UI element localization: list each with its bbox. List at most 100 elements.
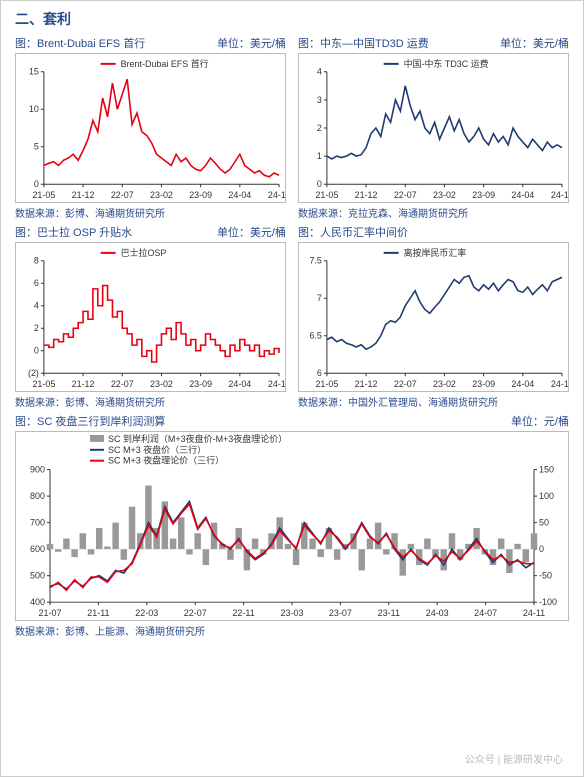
svg-text:3: 3 [317, 95, 322, 105]
svg-text:-50: -50 [539, 571, 552, 581]
svg-text:24-11: 24-11 [551, 190, 568, 200]
svg-text:24-04: 24-04 [511, 190, 534, 200]
svg-text:50: 50 [539, 518, 549, 528]
svg-text:23-11: 23-11 [378, 608, 400, 618]
svg-text:离按岸民币汇率: 离按岸民币汇率 [404, 247, 467, 258]
chart-unit: 单位：美元/桶 [500, 35, 569, 51]
svg-text:23-09: 23-09 [472, 379, 495, 389]
svg-text:22-07: 22-07 [111, 379, 134, 389]
svg-text:24-11: 24-11 [551, 379, 568, 389]
svg-text:700: 700 [30, 518, 45, 528]
svg-text:6: 6 [317, 368, 322, 378]
svg-text:21-05: 21-05 [315, 190, 338, 200]
watermark: 公众号 | 能源研发中心 [465, 751, 563, 766]
svg-text:(2): (2) [28, 368, 39, 378]
svg-text:0: 0 [34, 346, 39, 356]
svg-text:23-03: 23-03 [281, 608, 304, 618]
panel-brent-dubai: 图：Brent-Dubai EFS 首行 单位：美元/桶 0 5 10 15 21-05… [15, 35, 286, 220]
svg-text:100: 100 [539, 491, 554, 501]
chart-title: 图：SC 夜盘三行到岸利润测算 [15, 413, 165, 429]
svg-text:24-04: 24-04 [511, 379, 534, 389]
svg-text:24-04: 24-04 [228, 379, 251, 389]
svg-text:23-02: 23-02 [150, 190, 173, 200]
svg-text:24-03: 24-03 [426, 608, 449, 618]
chart-source: 数据来源：克拉克森、海通期货研究所 [298, 205, 569, 220]
svg-text:500: 500 [30, 571, 45, 581]
svg-text:150: 150 [539, 465, 554, 475]
svg-text:7: 7 [317, 293, 322, 303]
svg-text:中国-中东 TD3C 运费: 中国-中东 TD3C 运费 [404, 58, 489, 69]
svg-text:6.5: 6.5 [309, 331, 321, 341]
svg-text:22-03: 22-03 [135, 608, 158, 618]
svg-text:6: 6 [34, 278, 39, 288]
svg-text:600: 600 [30, 544, 45, 554]
svg-text:22-07: 22-07 [184, 608, 207, 618]
svg-text:24-07: 24-07 [474, 608, 497, 618]
svg-text:21-07: 21-07 [39, 608, 62, 618]
panel-cny: 图：人民币汇率中间价 6 6.5 7 7.5 21-05 21-12 22-07 23-02 2… [298, 224, 569, 409]
chart-cny: 6 6.5 7 7.5 21-05 21-12 22-07 23-02 23-09 24-04 24… [298, 242, 569, 392]
svg-text:22-07: 22-07 [111, 190, 134, 200]
section-title: 二、套利 [15, 9, 569, 29]
svg-text:22-07: 22-07 [394, 379, 417, 389]
svg-text:4: 4 [317, 67, 322, 77]
svg-text:24-11: 24-11 [523, 608, 545, 618]
svg-text:21-12: 21-12 [355, 379, 378, 389]
chart-source: 数据来源：彭博、上能源、海通期货研究所 [15, 623, 569, 638]
svg-text:24-11: 24-11 [268, 379, 285, 389]
svg-text:1: 1 [317, 151, 322, 161]
svg-text:21-12: 21-12 [72, 190, 95, 200]
svg-text:15: 15 [29, 67, 39, 77]
svg-text:巴士拉OSP: 巴士拉OSP [121, 247, 167, 258]
chart-source: 数据来源：彭博、海通期货研究所 [15, 394, 286, 409]
svg-text:23-09: 23-09 [189, 379, 212, 389]
svg-text:23-07: 23-07 [329, 608, 352, 618]
svg-text:23-09: 23-09 [189, 190, 212, 200]
svg-text:24-11: 24-11 [268, 190, 285, 200]
svg-text:23-02: 23-02 [150, 379, 173, 389]
svg-text:8: 8 [34, 256, 39, 266]
chart-basra: (2)0246821-0521-1222-0723-0223-0924-0424… [15, 242, 286, 392]
svg-text:0: 0 [317, 179, 322, 189]
chart-title: 图：人民币汇率中间价 [298, 224, 408, 240]
chart-title: 图：Brent-Dubai EFS 首行 [15, 35, 145, 51]
svg-text:800: 800 [30, 491, 45, 501]
svg-text:Brent-Dubai EFS 首行: Brent-Dubai EFS 首行 [121, 58, 209, 69]
svg-text:22-11: 22-11 [232, 608, 254, 618]
svg-text:7.5: 7.5 [309, 256, 321, 266]
svg-text:5: 5 [34, 142, 39, 152]
chart-unit: 单位：元/桶 [511, 413, 569, 429]
svg-text:10: 10 [29, 104, 39, 114]
svg-text:SC M+3 夜盘价（三行）: SC M+3 夜盘价（三行） [108, 444, 206, 455]
svg-text:400: 400 [30, 597, 45, 607]
svg-text:21-05: 21-05 [315, 379, 338, 389]
panel-sc: 图：SC 夜盘三行到岸利润测算 单位：元/桶 SC 到岸利润（M+3夜盘价-M+… [15, 413, 569, 638]
svg-text:-100: -100 [539, 597, 557, 607]
svg-text:24-04: 24-04 [228, 190, 251, 200]
chart-source: 数据来源：彭博、海通期货研究所 [15, 205, 286, 220]
svg-text:23-02: 23-02 [433, 190, 456, 200]
chart-unit: 单位：美元/桶 [217, 224, 286, 240]
svg-text:21-12: 21-12 [72, 379, 95, 389]
svg-text:0: 0 [539, 544, 544, 554]
chart-title: 图：中东—中国TD3D 运费 [298, 35, 429, 51]
svg-text:900: 900 [30, 465, 45, 475]
panel-td3d: 图：中东—中国TD3D 运费 单位：美元/桶 0123421-0521-1222… [298, 35, 569, 220]
svg-text:2: 2 [34, 323, 39, 333]
svg-text:SC M+3 夜盘理论价（三行）: SC M+3 夜盘理论价（三行） [108, 455, 224, 466]
svg-text:21-12: 21-12 [355, 190, 378, 200]
svg-text:SC 到岸利润（M+3夜盘价-M+3夜盘理论价）: SC 到岸利润（M+3夜盘价-M+3夜盘理论价） [108, 433, 287, 444]
svg-text:21-11: 21-11 [87, 608, 109, 618]
svg-text:0: 0 [34, 179, 39, 189]
chart-unit: 单位：美元/桶 [217, 35, 286, 51]
svg-text:22-07: 22-07 [394, 190, 417, 200]
svg-text:4: 4 [34, 301, 39, 311]
chart-source: 数据来源：中国外汇管理局、海通期货研究所 [298, 394, 569, 409]
panel-basra: 图：巴士拉 OSP 升贴水 单位：美元/桶 (2)0246821-0521-12… [15, 224, 286, 409]
chart-title: 图：巴士拉 OSP 升贴水 [15, 224, 132, 240]
chart-brent-dubai: 0 5 10 15 21-05 21-12 22-07 23-02 23-09 24-04 24-1… [15, 53, 286, 203]
chart-td3d: 0123421-0521-1222-0723-0223-0924-0424-11… [298, 53, 569, 203]
svg-text:23-09: 23-09 [472, 190, 495, 200]
svg-text:21-05: 21-05 [32, 190, 55, 200]
svg-text:23-02: 23-02 [433, 379, 456, 389]
